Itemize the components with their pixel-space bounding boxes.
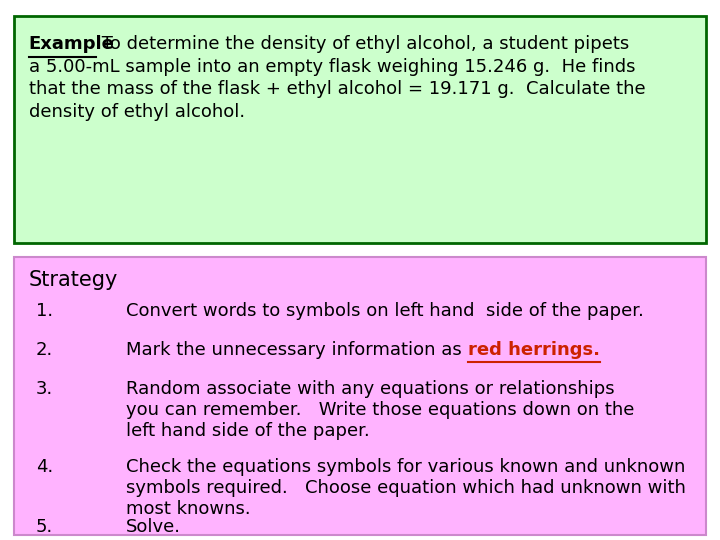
Text: To determine the density of ethyl alcohol, a student pipets: To determine the density of ethyl alcoho… xyxy=(96,35,629,53)
Text: 2.: 2. xyxy=(36,341,53,359)
Text: 3.: 3. xyxy=(36,380,53,398)
FancyBboxPatch shape xyxy=(14,16,706,243)
Text: 5.: 5. xyxy=(36,518,53,536)
Text: a 5.00-mL sample into an empty flask weighing 15.246 g.  He finds: a 5.00-mL sample into an empty flask wei… xyxy=(29,58,635,76)
Text: red herrings.: red herrings. xyxy=(467,341,600,359)
Text: 4.: 4. xyxy=(36,458,53,476)
Text: Mark the unnecessary information as: Mark the unnecessary information as xyxy=(126,341,467,359)
Text: Convert words to symbols on left hand  side of the paper.: Convert words to symbols on left hand si… xyxy=(126,302,644,320)
Text: Random associate with any equations or relationships
you can remember.   Write t: Random associate with any equations or r… xyxy=(126,380,634,440)
FancyBboxPatch shape xyxy=(14,256,706,535)
Text: Strategy: Strategy xyxy=(29,270,118,290)
Text: that the mass of the flask + ethyl alcohol = 19.171 g.  Calculate the: that the mass of the flask + ethyl alcoh… xyxy=(29,80,645,98)
Text: density of ethyl alcohol.: density of ethyl alcohol. xyxy=(29,103,245,121)
Text: Solve.: Solve. xyxy=(126,518,181,536)
Text: 1.: 1. xyxy=(36,302,53,320)
Text: Check the equations symbols for various known and unknown
symbols required.   Ch: Check the equations symbols for various … xyxy=(126,458,686,517)
Text: Example: Example xyxy=(29,35,114,53)
